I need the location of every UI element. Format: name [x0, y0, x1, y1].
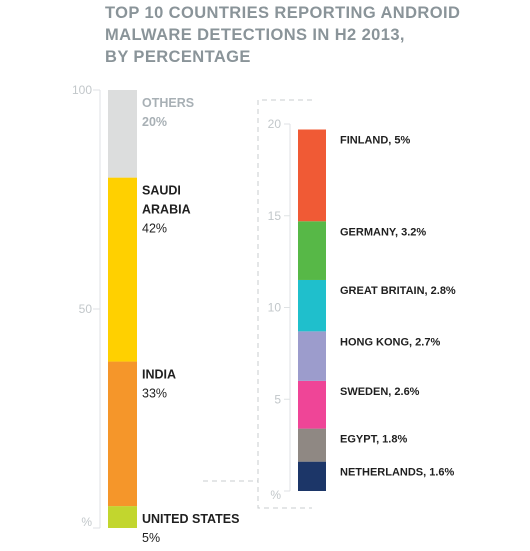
bar-segment	[108, 361, 137, 507]
detail-bar-segment	[298, 129, 326, 222]
segment-label: INDIA	[142, 368, 176, 382]
detail-y-tick-label: 20	[268, 117, 282, 131]
segment-value-label: 20%	[142, 115, 167, 129]
detail-segment-label: FINLAND, 5%	[340, 135, 411, 147]
chart-title-line: BY PERCENTAGE	[105, 48, 251, 66]
chart-title-line: MALWARE DETECTIONS IN H2 2013,	[105, 26, 405, 44]
detail-bar-segment	[298, 331, 326, 381]
segment-value-label: 33%	[142, 387, 167, 401]
detail-segment-label: EGYPT, 1.8%	[340, 434, 407, 446]
y-tick-label: %	[81, 515, 92, 529]
segment-label: OTHERS	[142, 96, 194, 110]
detail-y-tick-label: 15	[268, 209, 282, 223]
detail-y-tick-label: %	[270, 488, 281, 502]
detail-bar-segment	[298, 428, 326, 462]
bar-segment	[108, 90, 137, 178]
detail-bar-segment	[298, 461, 326, 491]
detail-segment-label: GREAT BRITAIN, 2.8%	[340, 285, 456, 297]
segment-value-label: 5%	[142, 531, 160, 545]
detail-segment-label: GERMANY, 3.2%	[340, 226, 426, 238]
detail-y-tick-label: 10	[268, 301, 282, 315]
segment-value-label: 42%	[142, 222, 167, 236]
chart-title: TOP 10 COUNTRIES REPORTING ANDROID MALWA…	[105, 2, 505, 68]
segment-label: ARABIA	[142, 203, 191, 217]
detail-y-tick-label: 5	[274, 392, 281, 406]
bar-segment	[108, 506, 137, 528]
detail-bar-segment	[298, 279, 326, 332]
detail-bracket	[257, 99, 312, 509]
detail-bar-segment	[298, 221, 326, 280]
y-tick-label: 50	[79, 302, 93, 316]
segment-label: SAUDI	[142, 184, 181, 198]
detail-segment-label: NETHERLANDS, 1.6%	[340, 467, 455, 479]
detail-segment-label: HONG KONG, 2.7%	[340, 336, 440, 348]
chart-title-line: TOP 10 COUNTRIES REPORTING ANDROID	[105, 4, 461, 22]
detail-segment-label: SWEDEN, 2.6%	[340, 386, 420, 398]
detail-bar-segment	[298, 380, 326, 429]
y-tick-label: 100	[72, 83, 92, 97]
bar-segment	[108, 177, 137, 362]
segment-label: UNITED STATES	[142, 512, 239, 526]
